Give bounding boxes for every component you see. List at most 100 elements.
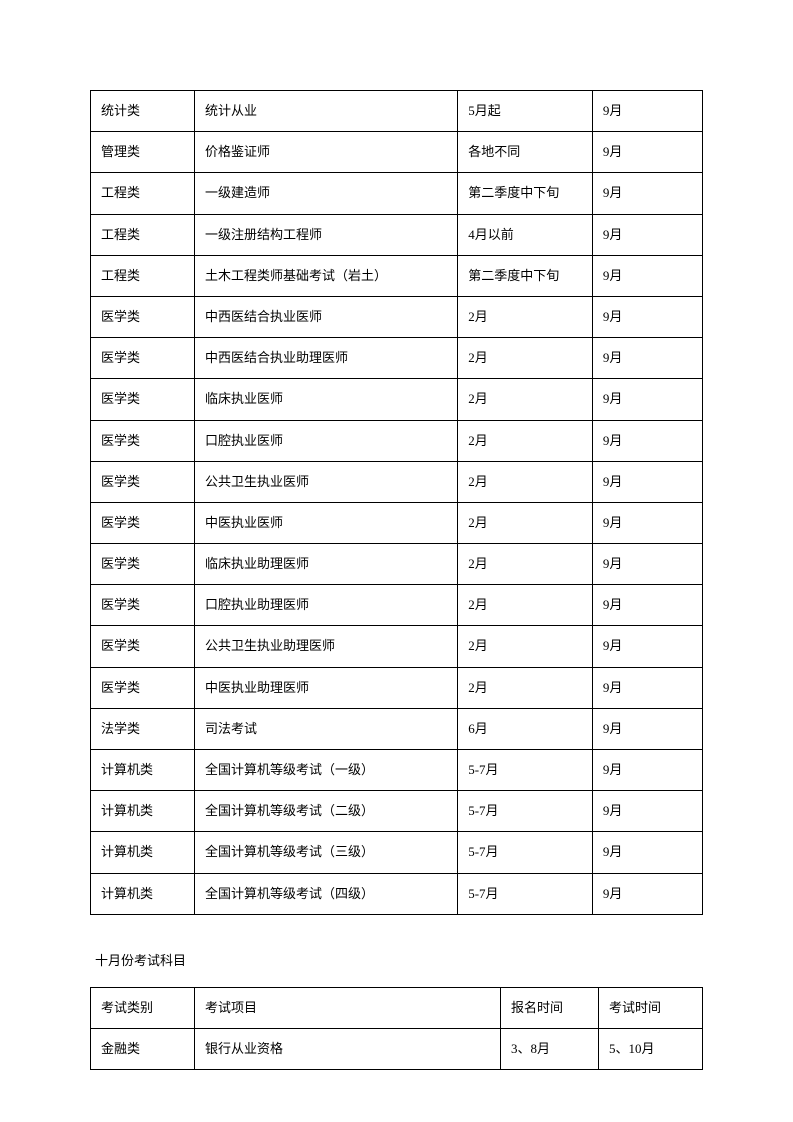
- table-cell: 计算机类: [91, 832, 195, 873]
- table-row: 医学类中医执业医师2月9月: [91, 502, 703, 543]
- table-cell: 9月: [592, 585, 702, 626]
- table-cell: 法学类: [91, 708, 195, 749]
- table-cell: 5月起: [458, 91, 593, 132]
- table-row: 医学类临床执业医师2月9月: [91, 379, 703, 420]
- table-cell: 2月: [458, 461, 593, 502]
- table-cell: 9月: [592, 791, 702, 832]
- table-cell: 工程类: [91, 255, 195, 296]
- table-cell: 医学类: [91, 502, 195, 543]
- table-row: 医学类口腔执业医师2月9月: [91, 420, 703, 461]
- table-cell: 2月: [458, 338, 593, 379]
- exam-schedule-table-2: 考试类别考试项目报名时间考试时间金融类银行从业资格3、8月5、10月: [90, 987, 703, 1070]
- table-cell: 9月: [592, 502, 702, 543]
- table-cell: 2月: [458, 626, 593, 667]
- table-cell: 司法考试: [195, 708, 458, 749]
- table-cell: 9月: [592, 750, 702, 791]
- table-cell: 管理类: [91, 132, 195, 173]
- table-cell: 9月: [592, 338, 702, 379]
- table-cell: 临床执业助理医师: [195, 544, 458, 585]
- table-header-row: 考试类别考试项目报名时间考试时间: [91, 987, 703, 1028]
- table-cell: 金融类: [91, 1028, 195, 1069]
- table-cell: 全国计算机等级考试（二级）: [195, 791, 458, 832]
- table-cell: 公共卫生执业医师: [195, 461, 458, 502]
- table-cell: 9月: [592, 708, 702, 749]
- table-cell: 土木工程类师基础考试（岩土）: [195, 255, 458, 296]
- table-row: 计算机类全国计算机等级考试（三级）5-7月9月: [91, 832, 703, 873]
- table-cell: 一级注册结构工程师: [195, 214, 458, 255]
- table-cell: 第二季度中下旬: [458, 173, 593, 214]
- table-cell: 第二季度中下旬: [458, 255, 593, 296]
- table-cell: 9月: [592, 214, 702, 255]
- table-cell: 9月: [592, 461, 702, 502]
- table-cell: 医学类: [91, 667, 195, 708]
- table-cell: 2月: [458, 502, 593, 543]
- table-cell: 医学类: [91, 461, 195, 502]
- table-cell: 2月: [458, 544, 593, 585]
- table-cell: 9月: [592, 173, 702, 214]
- table-cell: 5-7月: [458, 750, 593, 791]
- table-cell: 9月: [592, 873, 702, 914]
- table-cell: 各地不同: [458, 132, 593, 173]
- table-cell: 9月: [592, 255, 702, 296]
- table-cell: 中西医结合执业医师: [195, 296, 458, 337]
- table-cell: 中医执业助理医师: [195, 667, 458, 708]
- table-cell: 工程类: [91, 214, 195, 255]
- exam-schedule-table-1: 统计类统计从业5月起9月管理类价格鉴证师各地不同9月工程类一级建造师第二季度中下…: [90, 90, 703, 915]
- table-cell: 医学类: [91, 626, 195, 667]
- table-cell: 计算机类: [91, 873, 195, 914]
- table-row: 工程类土木工程类师基础考试（岩土）第二季度中下旬9月: [91, 255, 703, 296]
- table-cell: 公共卫生执业助理医师: [195, 626, 458, 667]
- table-row: 统计类统计从业5月起9月: [91, 91, 703, 132]
- table-cell: 医学类: [91, 296, 195, 337]
- table-cell: 工程类: [91, 173, 195, 214]
- table-cell: 9月: [592, 420, 702, 461]
- table-row: 工程类一级建造师第二季度中下旬9月: [91, 173, 703, 214]
- table-header-cell: 考试项目: [195, 987, 501, 1028]
- table-cell: 5、10月: [598, 1028, 702, 1069]
- table-cell: 统计类: [91, 91, 195, 132]
- table-cell: 计算机类: [91, 791, 195, 832]
- table-row: 金融类银行从业资格3、8月5、10月: [91, 1028, 703, 1069]
- table-cell: 医学类: [91, 338, 195, 379]
- table-row: 管理类价格鉴证师各地不同9月: [91, 132, 703, 173]
- table-cell: 2月: [458, 379, 593, 420]
- table-cell: 价格鉴证师: [195, 132, 458, 173]
- table-cell: 口腔执业助理医师: [195, 585, 458, 626]
- table-row: 计算机类全国计算机等级考试（二级）5-7月9月: [91, 791, 703, 832]
- table-header-cell: 考试时间: [598, 987, 702, 1028]
- table-row: 医学类临床执业助理医师2月9月: [91, 544, 703, 585]
- table-cell: 2月: [458, 420, 593, 461]
- table-cell: 计算机类: [91, 750, 195, 791]
- table-row: 计算机类全国计算机等级考试（四级）5-7月9月: [91, 873, 703, 914]
- table-cell: 9月: [592, 132, 702, 173]
- table-header-cell: 报名时间: [501, 987, 599, 1028]
- table-cell: 3、8月: [501, 1028, 599, 1069]
- table-cell: 9月: [592, 832, 702, 873]
- table2-body: 考试类别考试项目报名时间考试时间金融类银行从业资格3、8月5、10月: [91, 987, 703, 1069]
- table-row: 工程类一级注册结构工程师4月以前9月: [91, 214, 703, 255]
- table-row: 法学类司法考试6月9月: [91, 708, 703, 749]
- table-cell: 统计从业: [195, 91, 458, 132]
- table1-body: 统计类统计从业5月起9月管理类价格鉴证师各地不同9月工程类一级建造师第二季度中下…: [91, 91, 703, 915]
- table-cell: 医学类: [91, 585, 195, 626]
- table-cell: 中西医结合执业助理医师: [195, 338, 458, 379]
- table-cell: 9月: [592, 379, 702, 420]
- table-cell: 5-7月: [458, 791, 593, 832]
- table-row: 医学类公共卫生执业医师2月9月: [91, 461, 703, 502]
- table-cell: 医学类: [91, 379, 195, 420]
- table-cell: 4月以前: [458, 214, 593, 255]
- table-cell: 2月: [458, 585, 593, 626]
- table-header-cell: 考试类别: [91, 987, 195, 1028]
- table-cell: 9月: [592, 626, 702, 667]
- table-cell: 全国计算机等级考试（一级）: [195, 750, 458, 791]
- table-cell: 临床执业医师: [195, 379, 458, 420]
- table-cell: 9月: [592, 544, 702, 585]
- table-cell: 全国计算机等级考试（三级）: [195, 832, 458, 873]
- table-row: 医学类公共卫生执业助理医师2月9月: [91, 626, 703, 667]
- table-cell: 医学类: [91, 420, 195, 461]
- table-cell: 5-7月: [458, 832, 593, 873]
- table-cell: 一级建造师: [195, 173, 458, 214]
- table-cell: 口腔执业医师: [195, 420, 458, 461]
- table-cell: 9月: [592, 296, 702, 337]
- section-heading-october: 十月份考试科目: [90, 950, 703, 969]
